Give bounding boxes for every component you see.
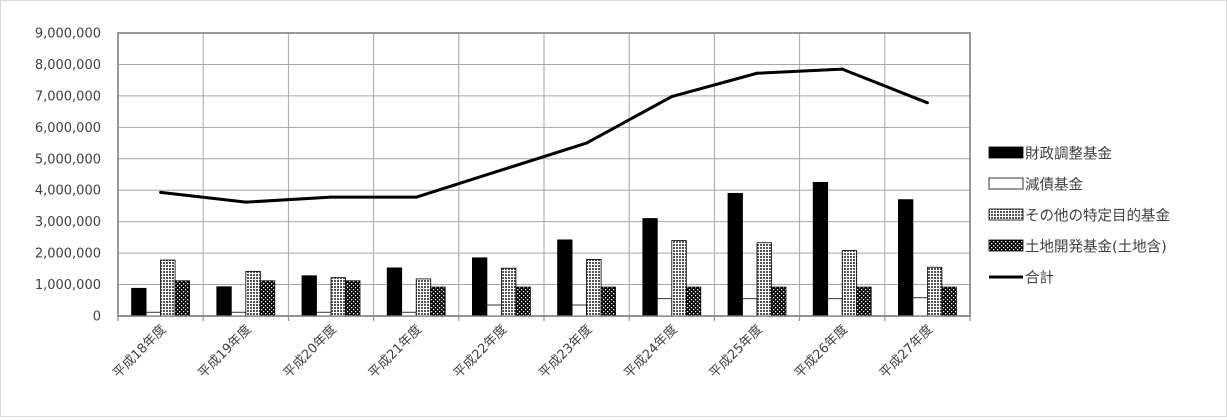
bar-solid-black [301,275,317,317]
total-line-point [244,200,248,204]
y-tick-label: 5,000,000 [35,152,101,167]
x-tick-label: 平成18年度 [110,322,170,382]
bar-black-dotted [600,286,616,317]
bar-white [827,298,843,317]
y-tick-label: 4,000,000 [35,184,101,199]
y-tick-label: 0 [93,310,101,325]
total-line [160,67,928,204]
y-tick-label: 7,000,000 [35,89,101,104]
legend-label: 合計 [1025,270,1054,287]
bar-crosshatch [245,270,261,317]
bar-black-dotted [941,286,957,317]
x-tick-label: 平成26年度 [791,322,851,382]
y-tick-label: 6,000,000 [35,121,101,136]
total-line-point [159,190,163,194]
bar-crosshatch [586,258,602,317]
bar-white [571,304,587,317]
x-tick-label: 平成22年度 [450,322,510,382]
x-tick-label: 平成20年度 [280,322,340,382]
legend-label: その他の特定目的基金 [1025,208,1170,225]
bar-solid-black [471,257,488,317]
bar-black-dotted [685,286,702,317]
legend-key-black-dotted [988,239,1024,252]
bar-crosshatch [330,277,346,317]
x-tick-label: 平成23年度 [536,322,596,382]
x-tick-label: 平成25年度 [706,322,766,382]
total-line-point [585,141,589,145]
y-tick-label: 3,000,000 [35,215,101,230]
bar-white [486,304,502,317]
total-line-point [925,101,929,105]
bar-crosshatch [500,267,517,317]
x-tick-label: 平成19年度 [195,322,255,382]
bar-solid-black [131,287,147,317]
bar-crosshatch [671,240,687,317]
legend-key-white [988,177,1024,190]
x-tick-label: 平成21年度 [365,322,425,382]
bar-solid-black [557,239,573,317]
total-line-point [329,195,333,199]
total-line-point [414,195,418,199]
line-layer [159,67,929,204]
y-tick-label: 8,000,000 [35,58,101,73]
bar-crosshatch [756,242,772,317]
legend-label: 減債基金 [1025,177,1083,194]
total-line-point [840,67,844,71]
bar-solid-black [812,181,829,317]
bar-black-dotted [771,286,787,317]
bar-crosshatch [415,278,432,317]
x-tick-label: 平成24年度 [621,322,681,382]
legend-key-solid-black [988,146,1024,159]
x-tick-label: 平成27年度 [876,322,936,382]
bar-black-dotted [430,286,446,317]
plot-area [117,32,971,317]
total-line-point [670,95,674,99]
axis-layer: 0 1,000,000 2,000,000 3,000,000 4,000,000 5,0… [35,27,971,382]
bar-black-dotted [856,286,872,317]
bar-solid-black [727,192,743,317]
bar-black-dotted [174,280,191,317]
bar-white [912,297,928,317]
bar-solid-black [642,218,658,317]
legend-label: 財政調整基金 [1025,146,1112,163]
y-tick-label: 9,000,000 [35,27,101,42]
bar-black-dotted [259,280,276,317]
total-line-point [499,168,503,172]
legend-key-crosshatch [988,208,1024,221]
bar-crosshatch [841,250,858,317]
legend-label: 土地開発基金(土地含) [1025,239,1167,256]
bar-white [742,298,758,317]
bar-white [656,298,673,317]
y-tick-label: 2,000,000 [35,247,101,262]
bar-crosshatch [927,266,943,317]
bar-crosshatch [160,259,176,317]
bar-solid-black [216,286,232,317]
bar-black-dotted [345,280,361,317]
bars-layer [131,181,957,317]
y-tick-label: 1,000,000 [35,278,101,293]
total-line-point [755,71,759,75]
bar-solid-black [386,267,403,317]
bar-black-dotted [515,286,531,317]
bar-solid-black [898,199,914,317]
